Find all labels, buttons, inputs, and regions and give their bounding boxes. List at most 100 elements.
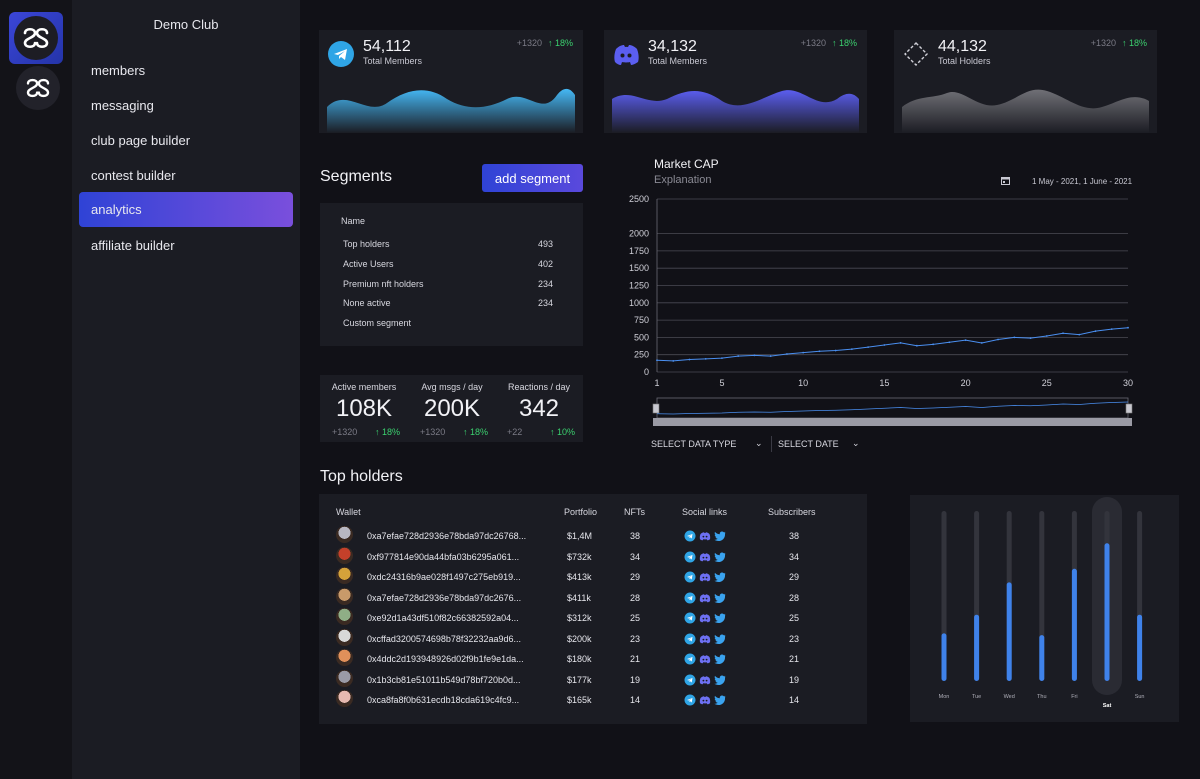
y-tick-label: 750 [634,315,649,325]
segment-row[interactable]: None active 234 [343,298,553,308]
sidebar-item-affiliate-builder[interactable]: affiliate builder [91,238,175,253]
portfolio-value: $165k [567,695,592,705]
stat-card-telegram: 54,112 Total Members +1320 ↑ 18% [319,30,583,133]
wallet-address[interactable]: 0x4ddc2d193948926d02f9b1fe9e1da... [367,654,524,664]
twitter-icon[interactable] [714,694,726,706]
segment-row[interactable]: Active Users 402 [343,259,553,269]
divider [771,436,772,452]
segment-row[interactable]: Top holders 493 [343,239,553,249]
add-segment-button[interactable]: add segment [482,164,583,192]
discord-icon[interactable] [699,694,711,706]
table-row[interactable]: 0xca8fa8f0b631ecdb18cda619c4fc9... $165k 1… [319,690,867,710]
y-tick-label: 2000 [629,229,649,239]
stat-value: 44,132 [938,38,987,55]
wallet-address[interactable]: 0xdc24316b9ae028f1497c275eb919... [367,572,521,582]
y-tick-label: 250 [634,350,649,360]
telegram-icon[interactable] [684,571,696,583]
data-point [834,349,837,352]
telegram-icon[interactable] [684,633,696,645]
table-row[interactable]: 0xe92d1a43df510f82c66382592a04... $312k 25… [319,608,867,628]
wallet-address[interactable]: 0xa7efae728d2936e78bda97dc26768... [367,531,527,541]
data-point [948,341,951,344]
twitter-icon[interactable] [714,530,726,542]
avatar [336,628,353,646]
wallet-address[interactable]: 0xf977814e90da44bfa03b6295a061... [367,551,520,562]
telegram-icon[interactable] [684,694,696,706]
date-range[interactable]: 1 May - 2021, 1 June - 2021 [1032,177,1133,186]
discord-icon[interactable] [699,612,711,624]
sidebar-item-members[interactable]: members [91,63,146,78]
wallet-address[interactable]: 0xca8fa8f0b631ecdb18cda619c4fc9... [367,695,520,705]
portfolio-value: $180k [567,654,592,664]
avatar [336,587,353,605]
twitter-icon[interactable] [714,674,726,686]
data-point [867,346,870,348]
select-date[interactable]: SELECT DATE ⌄ [778,438,860,449]
twitter-icon[interactable] [714,653,726,665]
data-point [932,343,935,346]
telegram-icon[interactable] [684,551,696,563]
discord-icon[interactable] [699,530,711,542]
weekly-bar-chart: Mon Tue Wed Thu Fri Sat Sun [939,497,1144,709]
data-point [1127,326,1129,329]
portfolio-value: $1,4M [567,531,593,541]
discord-icon[interactable] [699,551,711,563]
discord-icon[interactable] [699,592,711,604]
stat-delta: +1320 ↑ 18% [516,38,573,48]
y-tick-label: 1250 [629,281,649,291]
subscriber-count: 34 [789,551,800,562]
stat-card-holders: 44,132 Total Holders +1320 ↑ 18% [894,30,1157,133]
table-row[interactable]: 0xa7efae728d2936e78bda97dc26768... $1,4M 3… [319,526,867,546]
table-row[interactable]: 0xdc24316b9ae028f1497c275eb919... $413k 29… [319,567,867,587]
nft-count: 25 [630,613,641,623]
discord-icon[interactable] [699,633,711,645]
sidebar-item-analytics[interactable]: analytics [79,192,293,227]
wallet-address[interactable]: 0x1b3cb81e51011b549d78bf720b0d... [367,674,521,685]
metric-reactions: Reactions / day 342 +22 ↑ 10% [507,382,575,437]
telegram-icon[interactable] [684,612,696,624]
sidebar-item-club-page-builder[interactable]: club page builder [91,133,191,148]
discord-icon[interactable] [699,653,711,665]
wallet-address[interactable]: 0xcffad3200574698b78f32232aa9d6... [367,633,521,644]
telegram-icon[interactable] [684,653,696,665]
data-point [802,351,805,354]
avatar [336,546,353,564]
segments-header: Name [341,216,366,226]
twitter-icon[interactable] [714,571,726,583]
app-switch-demo-club[interactable] [9,12,63,64]
table-row[interactable]: 0x1b3cb81e51011b549d78bf720b0d... $177k 19… [319,669,867,690]
telegram-icon[interactable] [684,592,696,604]
segment-row[interactable]: Custom segment [343,318,412,328]
segment-row[interactable]: Premium nft holders 234 [343,279,553,289]
table-row[interactable]: 0x4ddc2d193948926d02f9b1fe9e1da... $180k 2… [319,649,867,669]
wallet-address[interactable]: 0xa7efae728d2936e78bda97dc2676... [367,592,522,603]
chevron-down-icon: ⌄ [755,438,763,448]
telegram-icon[interactable] [684,530,696,542]
wallet-address[interactable]: 0xe92d1a43df510f82c66382592a04... [367,613,519,623]
navigator-line [656,401,1129,415]
stat-delta: +1320 ↑ 18% [1090,38,1147,48]
data-point [737,355,740,357]
sidebar-item-messaging[interactable]: messaging [91,98,154,113]
app-switch-second[interactable] [16,66,60,110]
table-row[interactable]: 0xcffad3200574698b78f32232aa9d6... $200k 2… [319,628,867,649]
table-row[interactable]: 0xa7efae728d2936e78bda97dc2676... $411k 28… [319,587,867,608]
bar-category-label: Thu [1037,694,1046,700]
calendar-icon[interactable] [1001,176,1010,185]
twitter-icon[interactable] [714,592,726,604]
discord-icon[interactable] [699,674,711,686]
y-tick-label: 2500 [629,194,649,204]
avatar [336,649,353,666]
table-row[interactable]: 0xf977814e90da44bfa03b6295a061... $732k 34… [319,546,867,567]
data-point [883,344,886,346]
twitter-icon[interactable] [714,612,726,624]
twitter-icon[interactable] [714,551,726,563]
bar [1137,614,1143,681]
telegram-icon[interactable] [684,674,696,686]
telegram-icon [328,41,354,67]
twitter-icon[interactable] [714,633,726,645]
sidebar-item-contest-builder[interactable]: contest builder [91,168,176,183]
discord-icon[interactable] [699,571,711,583]
select-data-type[interactable]: SELECT DATA TYPE ⌄ [651,438,763,449]
